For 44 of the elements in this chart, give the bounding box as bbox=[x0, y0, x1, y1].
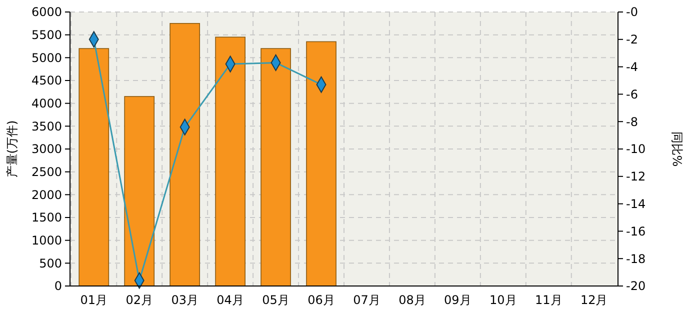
x-tick-label: 12月 bbox=[580, 293, 608, 307]
bar bbox=[78, 48, 110, 286]
x-tick-label: 10月 bbox=[490, 293, 517, 307]
x-tick-label: 11月 bbox=[535, 293, 562, 307]
y-tick-label: 6000 bbox=[31, 5, 62, 20]
x-tick-label: 08月 bbox=[398, 293, 426, 307]
y-tick-label: 4000 bbox=[31, 96, 62, 111]
y2-tick-label: -10 bbox=[626, 142, 646, 156]
y-tick-label: 2500 bbox=[31, 165, 62, 180]
y-tick-label: 0 bbox=[54, 279, 62, 294]
x-tick-label: 01月 bbox=[80, 293, 108, 307]
bar bbox=[170, 23, 200, 286]
y-tick-label: 1500 bbox=[31, 210, 62, 225]
y-tick-label: 3000 bbox=[31, 142, 62, 156]
y2-axis-title: 同比% bbox=[670, 131, 684, 167]
bar bbox=[306, 41, 336, 286]
bar bbox=[215, 36, 246, 286]
y2-tick-label: -12 bbox=[626, 170, 646, 184]
x-tick-label: 04月 bbox=[216, 293, 244, 307]
y2-tick-label: -6 bbox=[626, 87, 638, 102]
y-tick-label: 5000 bbox=[31, 50, 62, 65]
x-tick-label: 02月 bbox=[126, 293, 153, 307]
y2-tick-label: -16 bbox=[626, 224, 646, 238]
y2-tick-label: -18 bbox=[626, 252, 646, 266]
x-tick-label: 03月 bbox=[171, 293, 198, 307]
y2-tick-label: -8 bbox=[626, 114, 638, 129]
x-tick-label: 07月 bbox=[353, 293, 380, 307]
x-tick-label: 06月 bbox=[308, 293, 335, 307]
y-tick-label: 5500 bbox=[31, 28, 62, 42]
y-tick-label: 2000 bbox=[31, 188, 62, 202]
x-tick-label: 09月 bbox=[444, 293, 472, 307]
y2-tick-label: -20 bbox=[626, 279, 646, 294]
y-tick-label: 1000 bbox=[31, 234, 62, 248]
bar bbox=[124, 96, 155, 286]
y2-tick-label: -4 bbox=[626, 60, 638, 74]
y2-tick-label: -2 bbox=[626, 32, 638, 47]
bar bbox=[260, 48, 291, 286]
y-tick-label: 3500 bbox=[31, 119, 62, 134]
y2-tick-label: -14 bbox=[626, 197, 646, 211]
y-axis-title: 产量(万件) bbox=[5, 120, 19, 178]
x-tick-label: 05月 bbox=[262, 293, 290, 307]
y2-tick-label: -0 bbox=[626, 5, 638, 20]
y-tick-label: 4500 bbox=[31, 74, 62, 88]
y-tick-label: 500 bbox=[39, 256, 62, 270]
